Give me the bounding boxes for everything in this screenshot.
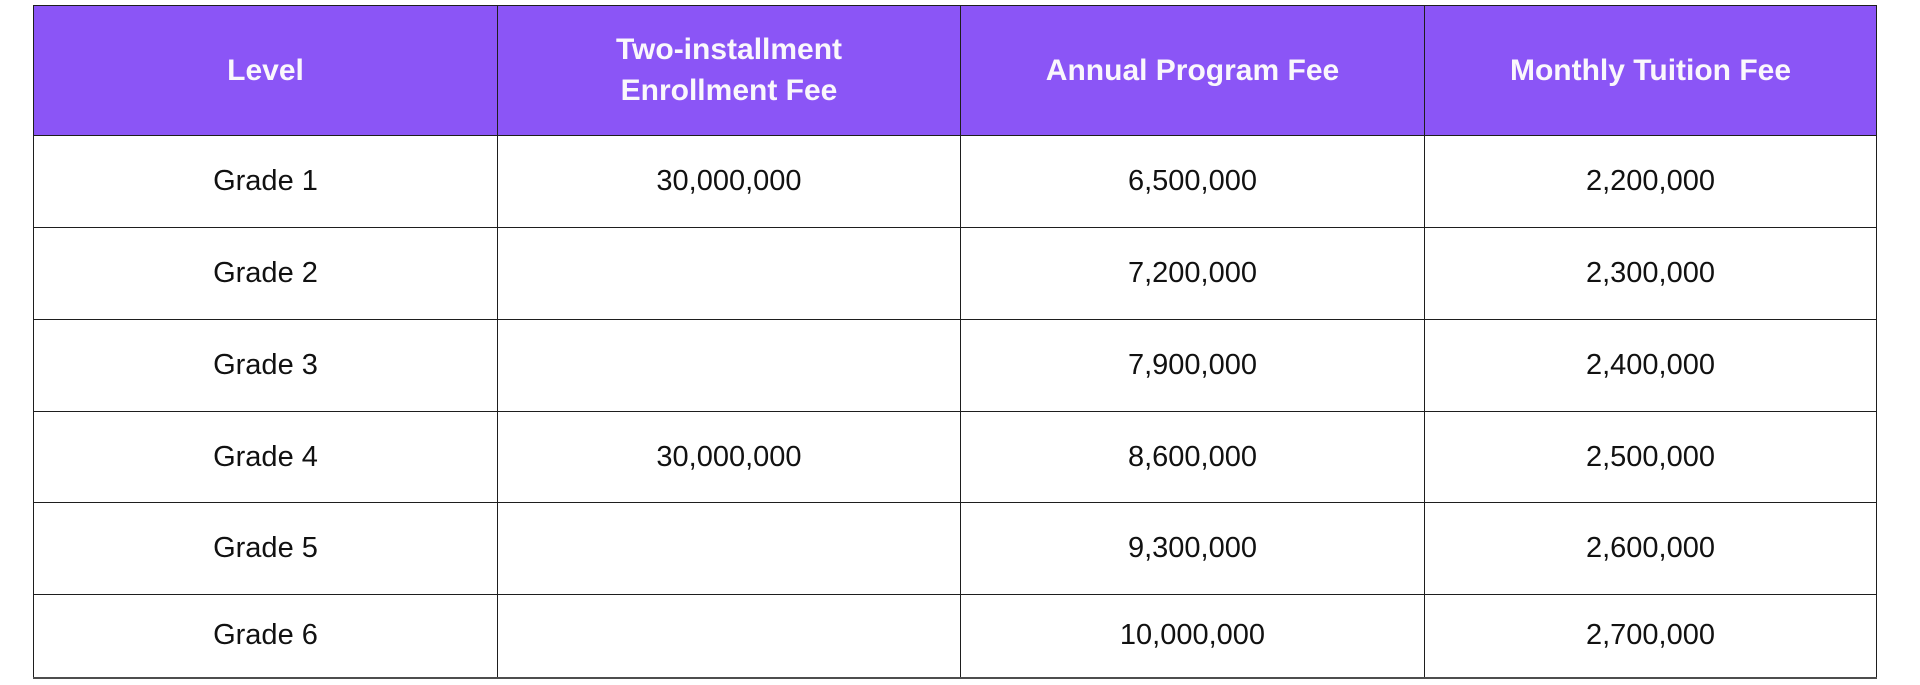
table-header: Level Two-installment Enrollment Fee Ann…: [33, 5, 1877, 136]
header-row: Level Two-installment Enrollment Fee Ann…: [33, 5, 1877, 136]
cell-level: Grade 4: [33, 411, 498, 503]
cell-level: Grade 1: [33, 135, 498, 228]
cell-level: Grade 5: [33, 502, 498, 595]
cell-enrollment-fee: 30,000,000: [497, 411, 961, 503]
cell-annual-fee: 9,300,000: [960, 502, 1425, 595]
tuition-fee-table: Level Two-installment Enrollment Fee Ann…: [33, 5, 1877, 679]
cell-enrollment-fee: [497, 227, 961, 320]
cell-monthly-fee: 2,700,000: [1424, 594, 1877, 679]
cell-monthly-fee: 2,300,000: [1424, 227, 1877, 320]
cell-monthly-fee: 2,400,000: [1424, 319, 1877, 412]
table-row-grade-3: Grade 3 7,900,000 2,400,000: [33, 319, 1877, 412]
cell-level: Grade 2: [33, 227, 498, 320]
column-header-enrollment-fee: Two-installment Enrollment Fee: [497, 5, 961, 136]
column-header-monthly-fee-label: Monthly Tuition Fee: [1509, 53, 1792, 87]
column-header-level: Level: [33, 5, 498, 136]
cell-enrollment-fee: [497, 502, 961, 595]
cell-monthly-fee: 2,200,000: [1424, 135, 1877, 228]
cell-enrollment-fee: [497, 319, 961, 412]
column-header-annual-fee: Annual Program Fee: [960, 5, 1425, 136]
cell-enrollment-fee: [497, 594, 961, 679]
cell-enrollment-fee: 30,000,000: [497, 135, 961, 228]
column-header-monthly-fee: Monthly Tuition Fee: [1424, 5, 1877, 136]
column-header-annual-fee-label: Annual Program Fee: [1045, 53, 1340, 87]
column-header-enrollment-fee-label: Two-installment Enrollment Fee: [615, 33, 843, 107]
table-row-grade-5: Grade 5 9,300,000 2,600,000: [33, 502, 1877, 595]
column-header-level-label: Level: [227, 53, 304, 87]
cell-annual-fee: 7,200,000: [960, 227, 1425, 320]
cell-level: Grade 3: [33, 319, 498, 412]
cell-annual-fee: 7,900,000: [960, 319, 1425, 412]
cell-monthly-fee: 2,500,000: [1424, 411, 1877, 503]
cell-monthly-fee: 2,600,000: [1424, 502, 1877, 595]
cell-annual-fee: 10,000,000: [960, 594, 1425, 679]
table-row-grade-6: Grade 6 10,000,000 2,700,000: [33, 594, 1877, 679]
cell-level: Grade 6: [33, 594, 498, 679]
table-row-grade-1: Grade 1 30,000,000 6,500,000 2,200,000: [33, 135, 1877, 228]
cell-annual-fee: 6,500,000: [960, 135, 1425, 228]
cell-annual-fee: 8,600,000: [960, 411, 1425, 503]
table-body: Grade 1 30,000,000 6,500,000 2,200,000 G…: [33, 135, 1877, 679]
table-row-grade-2: Grade 2 7,200,000 2,300,000: [33, 227, 1877, 320]
table-row-grade-4: Grade 4 30,000,000 8,600,000 2,500,000: [33, 411, 1877, 503]
